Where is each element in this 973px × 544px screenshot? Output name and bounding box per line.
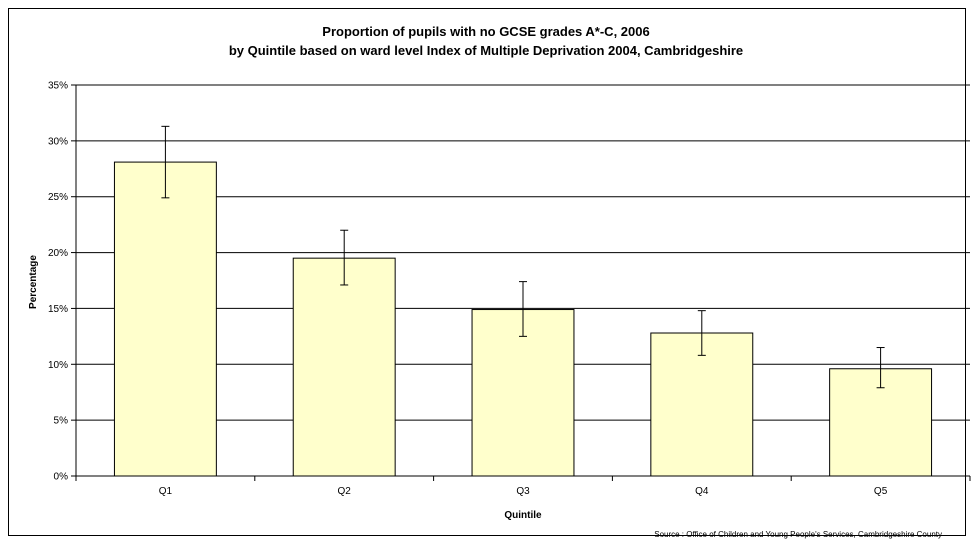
- y-tick-label: 20%: [48, 248, 68, 259]
- x-axis-title: Quintile: [504, 510, 542, 521]
- x-tick-label: Q2: [338, 486, 352, 497]
- source-note: Source : Office of Children and Young Pe…: [654, 530, 942, 539]
- x-tick-label: Q5: [874, 486, 888, 497]
- y-tick-label: 10%: [48, 360, 68, 371]
- plot-area: 0% 5% 10% 15% 20% 25% 30% 35% Q1 Q2 Q3 Q4 Q5: [48, 81, 971, 497]
- bar-q3: [471, 309, 575, 477]
- chart-title-line-1: Proportion of pupils with no GCSE grades…: [322, 24, 649, 39]
- x-tick-label: Q3: [516, 486, 530, 497]
- y-tick-label: 5%: [54, 416, 69, 427]
- y-tick-label: 25%: [48, 192, 68, 203]
- bar-q1: [113, 161, 217, 477]
- y-tick-label: 15%: [48, 304, 68, 315]
- x-tick-label: Q4: [695, 486, 709, 497]
- y-tick-label: 35%: [48, 81, 68, 92]
- bar-q2: [292, 257, 396, 477]
- y-axis-title: Percentage: [28, 255, 39, 309]
- y-tick-label: 30%: [48, 136, 68, 147]
- x-tick-label: Q1: [159, 486, 173, 497]
- chart-title-line-2: by Quintile based on ward level Index of…: [229, 43, 743, 58]
- y-tick-label: 0%: [54, 472, 69, 483]
- bar-q4: [650, 332, 754, 477]
